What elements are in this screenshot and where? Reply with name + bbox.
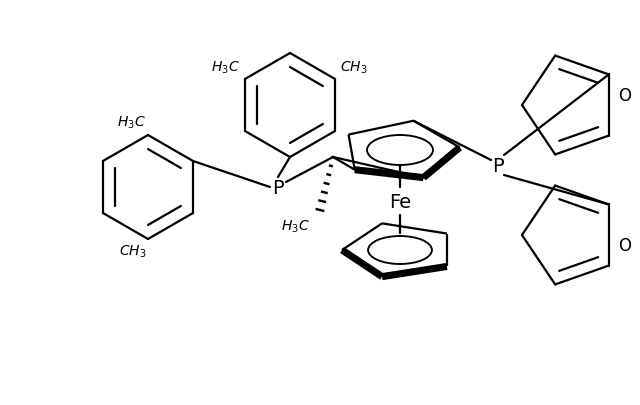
Text: $H_3C$: $H_3C$ (211, 60, 240, 76)
Text: O: O (618, 87, 632, 105)
Text: $CH_3$: $CH_3$ (340, 60, 367, 76)
Text: P: P (492, 156, 504, 175)
Text: P: P (272, 178, 284, 197)
Text: O: O (618, 237, 632, 254)
Text: $CH_3$: $CH_3$ (118, 243, 146, 260)
Text: $H_3C$: $H_3C$ (117, 114, 146, 131)
Text: Fe: Fe (389, 193, 411, 212)
Text: $H_3C$: $H_3C$ (282, 218, 310, 235)
